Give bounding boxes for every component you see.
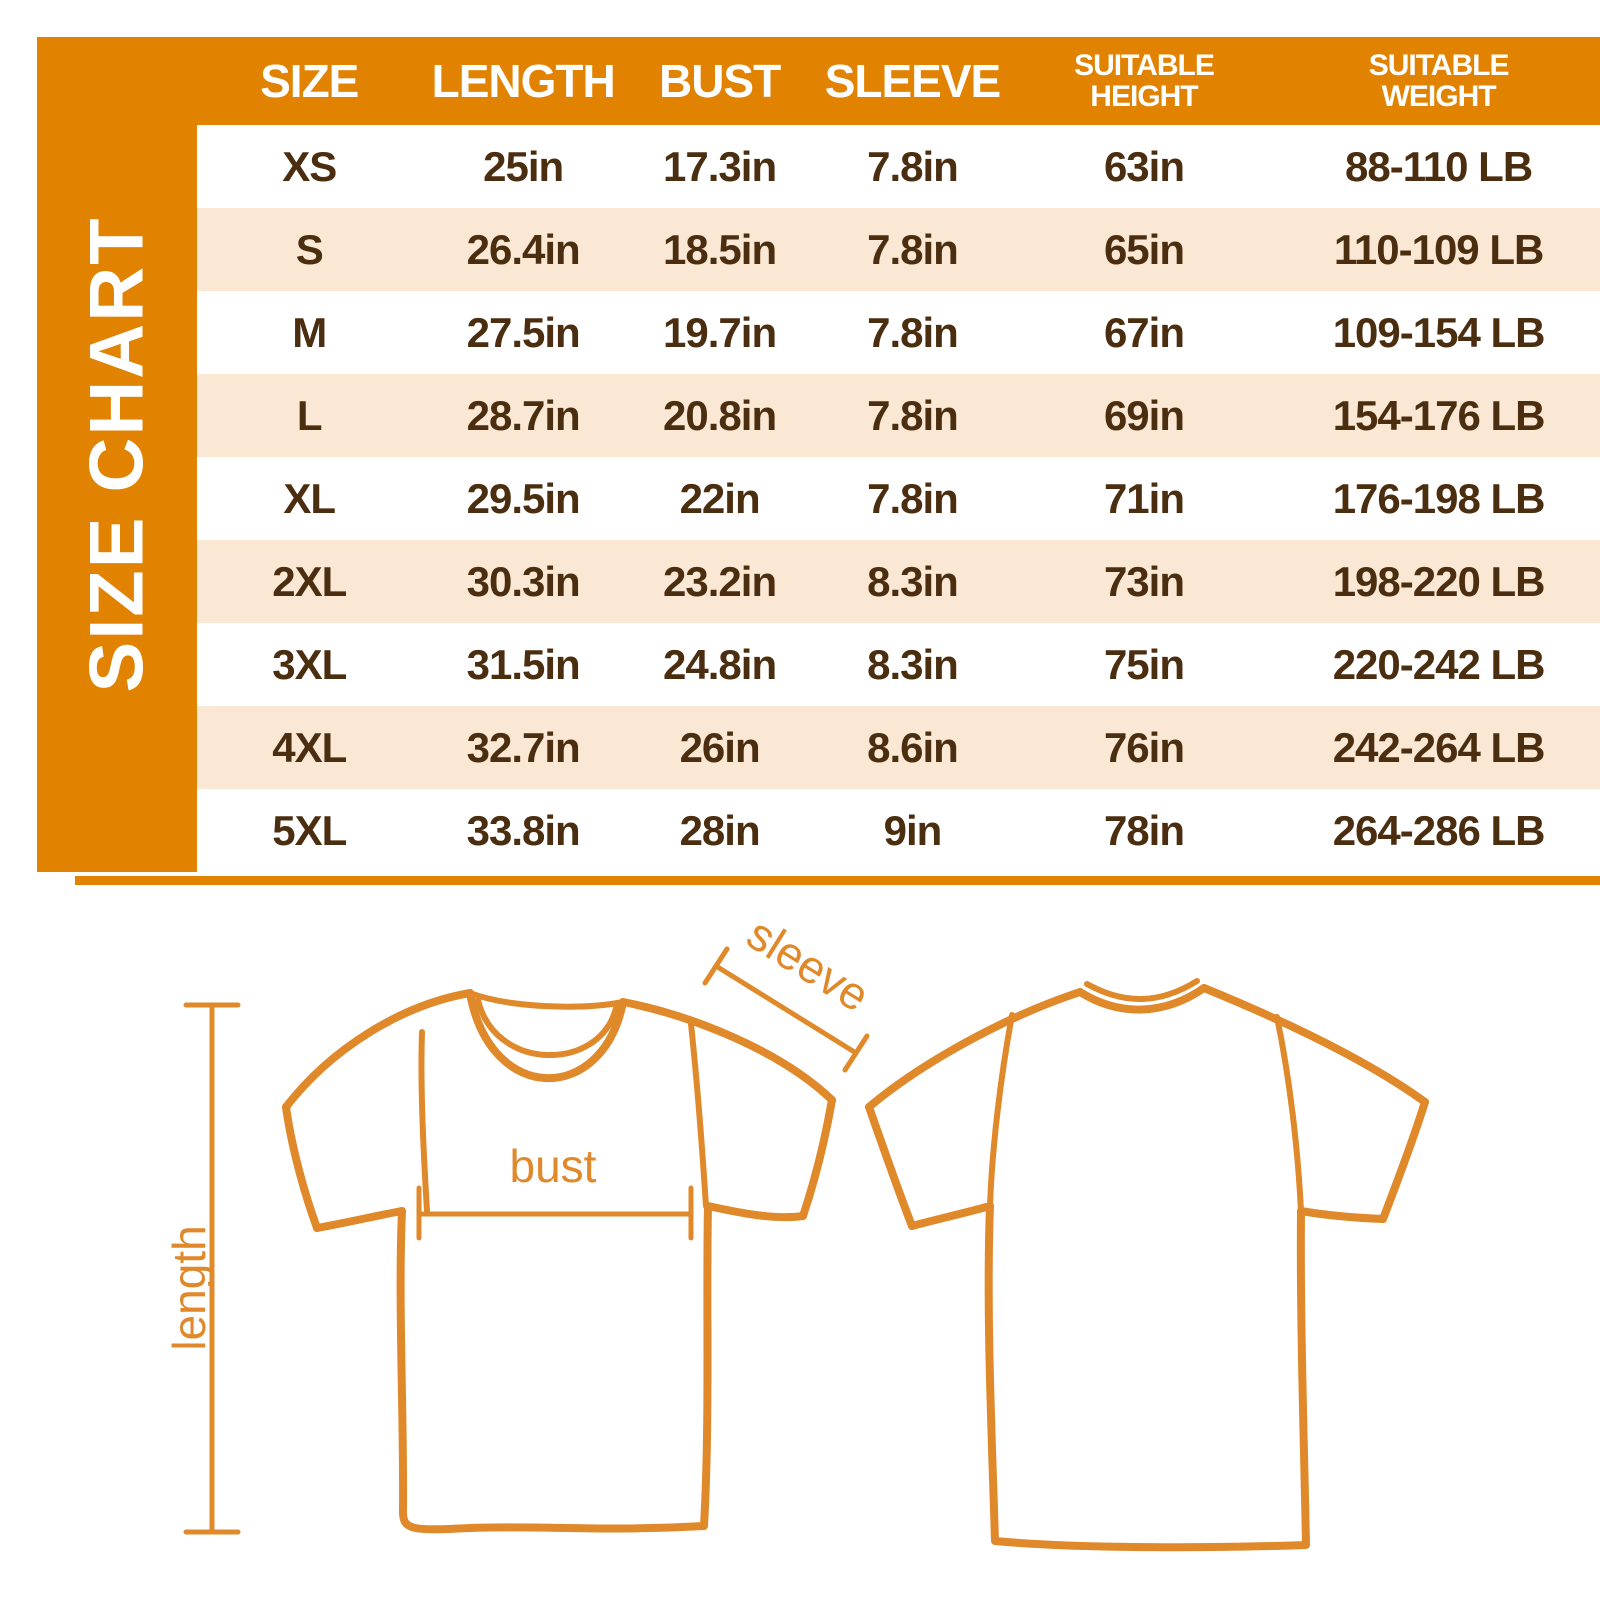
- table-row: M 27.5in 19.7in 7.8in 67in 109-154 LB: [197, 291, 1600, 374]
- length-label: length: [163, 1225, 215, 1350]
- cell-weight: 242-264 LB: [1332, 723, 1546, 771]
- cell-sleeve: 7.8in: [867, 474, 959, 522]
- column-header-bust: BUST: [658, 54, 781, 107]
- cell-length: 28.7in: [466, 391, 581, 439]
- cell-size: M: [292, 308, 327, 356]
- column-header-size: SIZE: [260, 54, 359, 107]
- cell-sleeve: 7.8in: [867, 308, 959, 356]
- cell-size: L: [296, 391, 323, 439]
- cell-sleeve: 7.8in: [867, 391, 959, 439]
- tshirt-back-outline: [865, 978, 1429, 1552]
- table-row: 5XL 33.8in 28in 9in 78in 264-286 LB: [197, 789, 1600, 872]
- cell-weight: 264-286 LB: [1332, 806, 1546, 854]
- bust-dimension: bust: [416, 1140, 694, 1241]
- bust-label: bust: [510, 1140, 597, 1192]
- cell-height: 73in: [1103, 557, 1185, 605]
- cell-weight: 88-110 LB: [1345, 142, 1533, 190]
- cell-weight: 220-242 LB: [1332, 640, 1546, 688]
- cell-height: 63in: [1103, 142, 1185, 190]
- cell-sleeve: 8.6in: [867, 723, 959, 771]
- table-row: XL 29.5in 22in 7.8in 71in 176-198 LB: [197, 457, 1600, 540]
- size-chart-grid: SIZE LENGTH BUST SLEEVE SUITABLE HEIGHT …: [197, 37, 1600, 872]
- cell-weight: 154-176 LB: [1332, 391, 1546, 439]
- cell-length: 26.4in: [466, 225, 581, 273]
- cell-size: S: [295, 225, 324, 273]
- cell-length: 25in: [483, 142, 564, 190]
- cell-size: 3XL: [272, 640, 347, 688]
- cell-sleeve: 7.8in: [867, 142, 959, 190]
- cell-weight: 198-220 LB: [1332, 557, 1546, 605]
- cell-length: 31.5in: [466, 640, 581, 688]
- column-header-sleeve: SLEEVE: [824, 54, 1002, 107]
- cell-length: 33.8in: [466, 806, 581, 854]
- cell-size: 5XL: [272, 806, 347, 854]
- table-row: S 26.4in 18.5in 7.8in 65in 110-109 LB: [197, 208, 1600, 291]
- cell-bust: 28in: [679, 806, 761, 854]
- cell-height: 78in: [1103, 806, 1185, 854]
- cell-length: 27.5in: [466, 308, 581, 356]
- cell-sleeve: 8.3in: [867, 557, 959, 605]
- cell-length: 29.5in: [466, 474, 581, 522]
- cell-weight: 176-198 LB: [1332, 474, 1546, 522]
- cell-sleeve: 9in: [883, 806, 943, 854]
- length-dimension: length: [163, 1002, 241, 1535]
- cell-height: 76in: [1103, 723, 1185, 771]
- column-header-suitable-weight: SUITABLE WEIGHT: [1368, 48, 1510, 113]
- tshirt-front-outline: [282, 989, 836, 1534]
- column-header-suitable-height: SUITABLE HEIGHT: [1074, 48, 1215, 113]
- table-row: 2XL 30.3in 23.2in 8.3in 73in 198-220 LB: [197, 540, 1600, 623]
- column-header-length: LENGTH: [431, 54, 616, 107]
- cell-height: 71in: [1103, 474, 1185, 522]
- cell-length: 30.3in: [466, 557, 581, 605]
- table-row: XS 25in 17.3in 7.8in 63in 88-110 LB: [197, 125, 1600, 208]
- table-row: 3XL 31.5in 24.8in 8.3in 75in 220-242 LB: [197, 623, 1600, 706]
- table-row: 4XL 32.7in 26in 8.6in 76in 242-264 LB: [197, 706, 1600, 789]
- cell-height: 75in: [1103, 640, 1185, 688]
- measurement-diagram: length bust sleeve: [0, 920, 1600, 1600]
- cell-size: XL: [283, 474, 336, 522]
- table-row: L 28.7in 20.8in 7.8in 69in 154-176 LB: [197, 374, 1600, 457]
- bottom-accent-bar: [75, 876, 1600, 885]
- cell-bust: 22in: [679, 474, 761, 522]
- sleeve-label: sleeve: [738, 920, 878, 1022]
- cell-height: 65in: [1103, 225, 1185, 273]
- cell-bust: 20.8in: [663, 391, 777, 439]
- cell-size: 4XL: [272, 723, 347, 771]
- cell-bust: 18.5in: [663, 225, 777, 273]
- cell-sleeve: 8.3in: [867, 640, 959, 688]
- cell-bust: 26in: [679, 723, 761, 771]
- cell-weight: 110-109 LB: [1333, 225, 1544, 273]
- cell-length: 32.7in: [466, 723, 581, 771]
- sleeve-dimension: sleeve: [702, 920, 879, 1073]
- cell-sleeve: 7.8in: [867, 225, 959, 273]
- cell-size: XS: [282, 142, 337, 190]
- size-chart-table: SIZE CHART SIZE LENGTH BUST SLEEVE SUITA…: [37, 37, 1600, 872]
- cell-size: 2XL: [272, 557, 347, 605]
- cell-bust: 17.3in: [663, 142, 777, 190]
- cell-weight: 109-154 LB: [1332, 308, 1546, 356]
- size-chart-sidebar: SIZE CHART: [37, 37, 197, 872]
- cell-height: 69in: [1103, 391, 1185, 439]
- cell-bust: 24.8in: [663, 640, 777, 688]
- cell-height: 67in: [1103, 308, 1185, 356]
- page-title: SIZE CHART: [74, 216, 160, 693]
- table-header-row: SIZE LENGTH BUST SLEEVE SUITABLE HEIGHT …: [197, 37, 1600, 125]
- tshirt-diagram-svg: length bust sleeve: [163, 920, 1429, 1552]
- cell-bust: 23.2in: [663, 557, 777, 605]
- cell-bust: 19.7in: [663, 308, 777, 356]
